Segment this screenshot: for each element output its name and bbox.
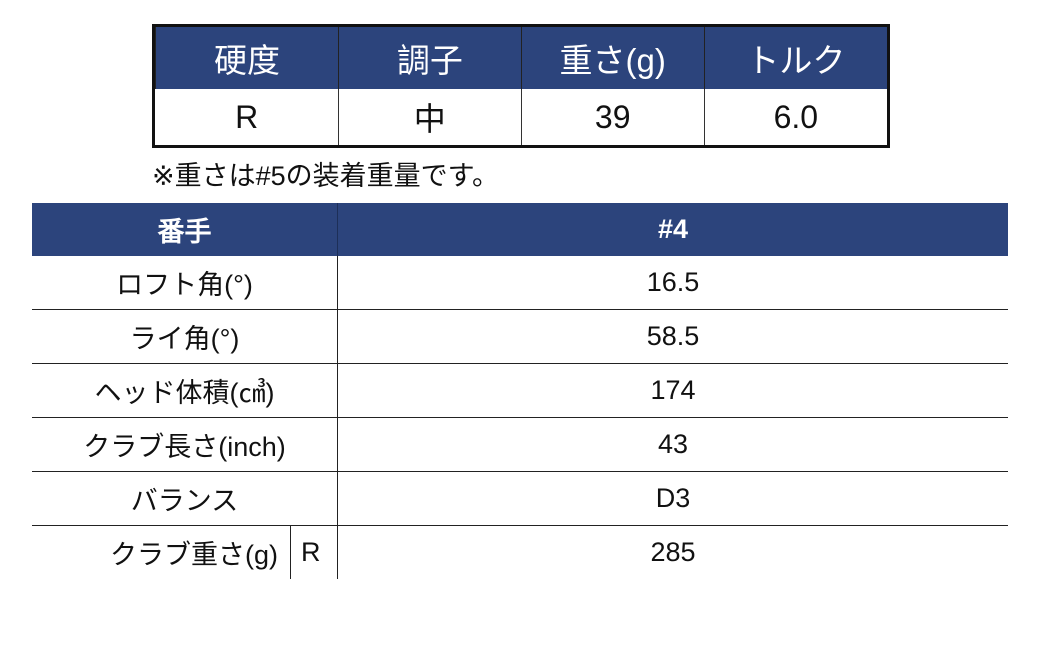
value-weight: 39: [520, 89, 705, 145]
row-label: ロフト角(°): [116, 270, 253, 300]
row-value: 285: [337, 526, 1008, 579]
row-label: クラブ長さ(inch): [83, 432, 286, 462]
header-kick-point: 調子: [337, 27, 522, 89]
row-value: 58.5: [337, 310, 1008, 363]
shaft-spec-table: 硬度 調子 重さ(g) トルク R 中 39 6.0: [152, 24, 890, 148]
header-torque: トルク: [703, 27, 887, 89]
header-club-number-label: 番手: [157, 217, 212, 247]
header-hardness: 硬度: [155, 27, 339, 89]
weight-note: ※重さは#5の装着重量です。: [152, 161, 499, 191]
row-value: 174: [337, 364, 1008, 417]
table-row: クラブ重さ(g) R 285: [32, 526, 1008, 579]
club-spec-header-row: 番手 #4: [32, 203, 1008, 256]
row-label: バランス: [130, 486, 239, 516]
header-club-number-value: #4: [337, 203, 1008, 256]
value-hardness: R: [235, 98, 259, 135]
value-kick-point: 中: [337, 89, 522, 145]
value-torque: 6.0: [703, 89, 887, 145]
row-label: ライ角(°): [129, 324, 240, 354]
table-row: ライ角(°) 58.5: [32, 310, 1008, 364]
shaft-spec-value-row: R 中 39 6.0: [156, 89, 887, 145]
row-label: ヘッド体積(㎤): [94, 378, 275, 408]
row-value: 16.5: [337, 256, 1008, 309]
row-value: D3: [337, 472, 1008, 525]
row-sub-label: R: [290, 526, 337, 579]
table-row: ヘッド体積(㎤) 174: [32, 364, 1008, 418]
club-spec-table: 番手 #4 ロフト角(°) 16.5 ライ角(°) 58.5 ヘッド体積(㎤) …: [32, 203, 1008, 579]
header-weight: 重さ(g): [520, 27, 705, 89]
shaft-spec-header-row: 硬度 調子 重さ(g) トルク: [155, 27, 887, 89]
row-label: クラブ重さ(g): [110, 540, 278, 570]
table-row: バランス D3: [32, 472, 1008, 526]
table-row: クラブ長さ(inch) 43: [32, 418, 1008, 472]
table-row: ロフト角(°) 16.5: [32, 256, 1008, 310]
row-value: 43: [337, 418, 1008, 471]
